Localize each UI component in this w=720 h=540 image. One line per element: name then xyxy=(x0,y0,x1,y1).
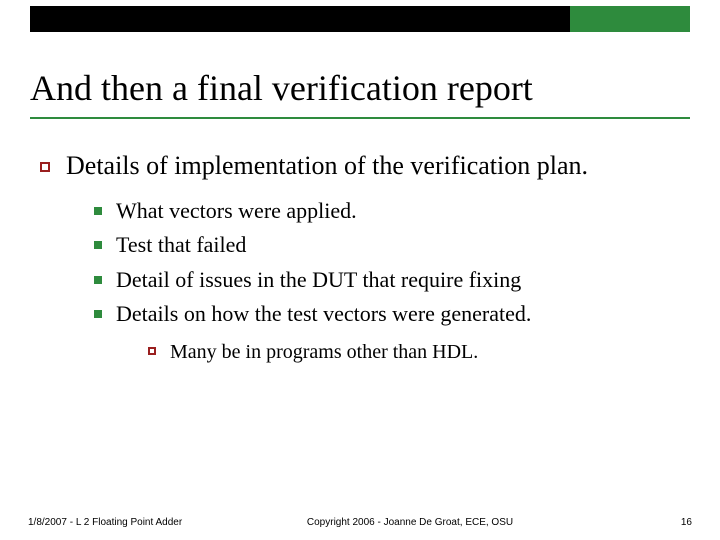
bullet-level2-text: Detail of issues in the DUT that require… xyxy=(116,266,521,295)
bullet-level1: Details of implementation of the verific… xyxy=(40,150,680,183)
square-open-bullet-icon xyxy=(40,162,50,172)
slide-title: And then a final verification report xyxy=(30,68,690,109)
bullet-level2: Test that failed xyxy=(94,231,680,260)
slide-footer: 1/8/2007 - L 2 Floating Point Adder Copy… xyxy=(28,517,692,528)
footer-page-number: 16 xyxy=(632,517,692,528)
footer-center: Copyright 2006 - Joanne De Groat, ECE, O… xyxy=(188,517,632,528)
bullet-level2-text: What vectors were applied. xyxy=(116,197,357,226)
square-filled-bullet-icon xyxy=(94,241,102,249)
header-band xyxy=(30,6,690,32)
bullet-level3-text: Many be in programs other than HDL. xyxy=(170,339,478,365)
bullet-level2-text: Details on how the test vectors were gen… xyxy=(116,300,531,329)
header-band-accent xyxy=(570,6,690,32)
bullet-level1-text: Details of implementation of the verific… xyxy=(66,150,588,183)
slide: { "colors": { "band_main": "#000000", "b… xyxy=(0,0,720,540)
square-open-bullet-icon xyxy=(148,347,156,355)
slide-body: Details of implementation of the verific… xyxy=(40,150,680,369)
square-filled-bullet-icon xyxy=(94,276,102,284)
bullet-level2: Detail of issues in the DUT that require… xyxy=(94,266,680,295)
bullet-level2: Details on how the test vectors were gen… xyxy=(94,300,680,329)
square-filled-bullet-icon xyxy=(94,310,102,318)
bullet-level3-list: Many be in programs other than HDL. xyxy=(148,339,680,365)
footer-left: 1/8/2007 - L 2 Floating Point Adder xyxy=(28,517,188,528)
square-filled-bullet-icon xyxy=(94,207,102,215)
bullet-level2: What vectors were applied. xyxy=(94,197,680,226)
bullet-level2-list: What vectors were applied. Test that fai… xyxy=(94,197,680,329)
title-underline xyxy=(30,117,690,119)
title-block: And then a final verification report xyxy=(30,68,690,119)
bullet-level3: Many be in programs other than HDL. xyxy=(148,339,680,365)
header-band-main xyxy=(30,6,570,32)
bullet-level2-text: Test that failed xyxy=(116,231,246,260)
